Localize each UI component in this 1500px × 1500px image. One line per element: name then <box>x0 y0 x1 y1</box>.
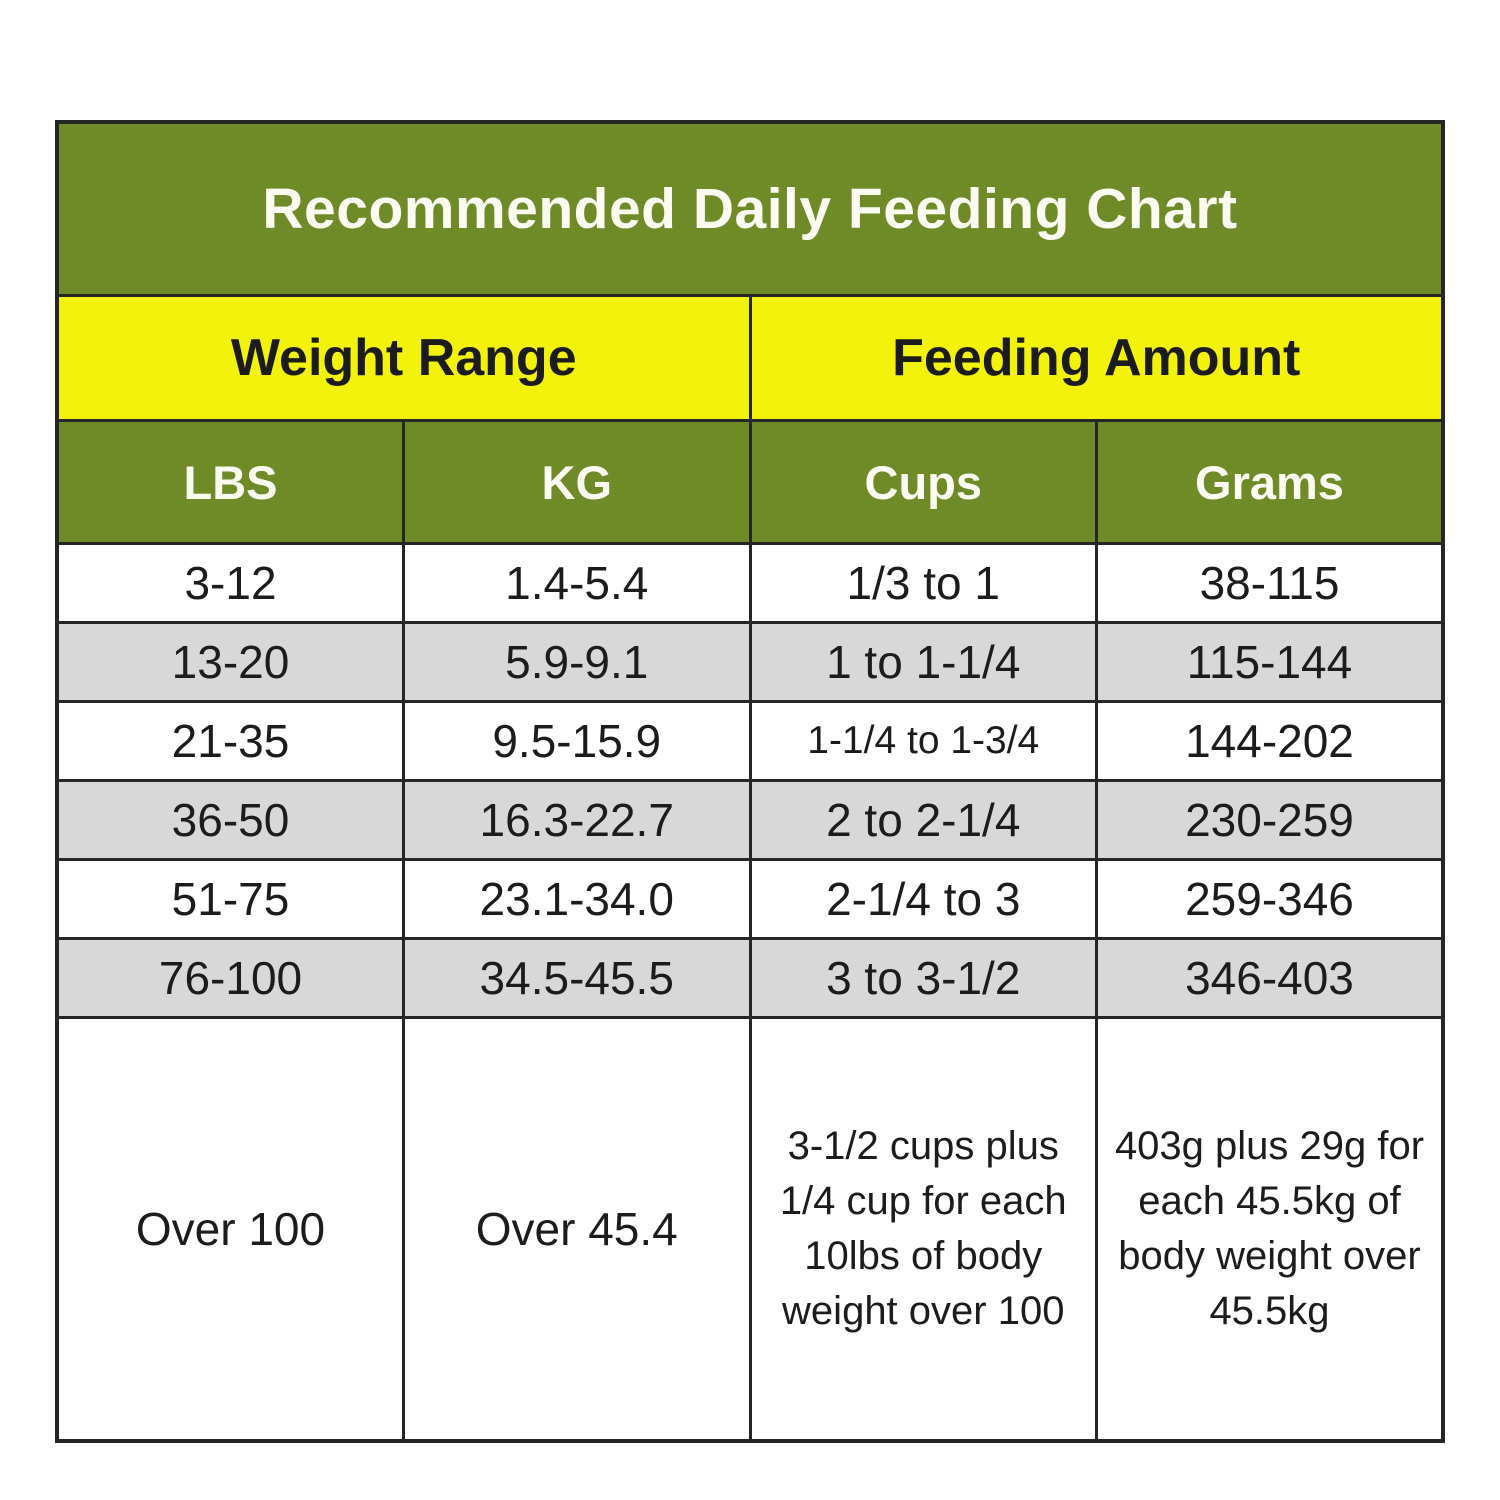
column-header-lbs: LBS <box>55 419 405 545</box>
group-header-feeding-amount: Feeding Amount <box>748 294 1445 422</box>
table-cell-r3c1: 16.3-22.7 <box>402 779 752 861</box>
table-body: 3-12 1.4-5.4 1/3 to 1 38-115 13-20 5.9-9.1 1 t… <box>55 542 1445 1443</box>
table-cell-r1c3: 115-144 <box>1095 621 1445 703</box>
column-header-kg: KG <box>402 419 752 545</box>
table-cell-r2c2: 1-1/4 to 1-3/4 <box>748 700 1098 782</box>
table-cell-r0c2: 1/3 to 1 <box>748 542 1098 624</box>
table-cell-r4c0: 51-75 <box>55 858 405 940</box>
table-row: Over 100 Over 45.4 3-1/2 cups plus 1/4 cup… <box>55 1016 1445 1443</box>
table-cell-r3c2: 2 to 2-1/4 <box>748 779 1098 861</box>
table-cell-r1c2: 1 to 1-1/4 <box>748 621 1098 703</box>
table-row: 13-20 5.9-9.1 1 to 1-1/4 115-144 <box>55 621 1445 703</box>
table-cell-r5c3: 346-403 <box>1095 937 1445 1019</box>
column-header-grams: Grams <box>1095 419 1445 545</box>
table-cell-r1c1: 5.9-9.1 <box>402 621 752 703</box>
table-cell-r5c0: 76-100 <box>55 937 405 1019</box>
table-cell-r6c3: 403g plus 29g for each 45.5kg of body we… <box>1095 1016 1445 1443</box>
table-cell-r0c0: 3-12 <box>55 542 405 624</box>
table-row: 76-100 34.5-45.5 3 to 3-1/2 346-403 <box>55 937 1445 1019</box>
group-header-row: Weight Range Feeding Amount <box>55 294 1445 422</box>
feeding-chart-table: Recommended Daily Feeding Chart Weight R… <box>55 120 1445 1443</box>
title-row: Recommended Daily Feeding Chart <box>55 120 1445 297</box>
page-title: Recommended Daily Feeding Chart <box>55 120 1445 297</box>
table-row: 36-50 16.3-22.7 2 to 2-1/4 230-259 <box>55 779 1445 861</box>
table-cell-r4c2: 2-1/4 to 3 <box>748 858 1098 940</box>
group-header-weight-range: Weight Range <box>55 294 752 422</box>
table-cell-r0c3: 38-115 <box>1095 542 1445 624</box>
table-row: 21-35 9.5-15.9 1-1/4 to 1-3/4 144-202 <box>55 700 1445 782</box>
table-row: 3-12 1.4-5.4 1/3 to 1 38-115 <box>55 542 1445 624</box>
table-cell-r2c0: 21-35 <box>55 700 405 782</box>
table-cell-r6c2: 3-1/2 cups plus 1/4 cup for each 10lbs o… <box>748 1016 1098 1443</box>
table-row: 51-75 23.1-34.0 2-1/4 to 3 259-346 <box>55 858 1445 940</box>
table-cell-r0c1: 1.4-5.4 <box>402 542 752 624</box>
table-cell-r5c1: 34.5-45.5 <box>402 937 752 1019</box>
table-cell-r6c1: Over 45.4 <box>402 1016 752 1443</box>
table-cell-r6c0: Over 100 <box>55 1016 405 1443</box>
table-cell-r3c0: 36-50 <box>55 779 405 861</box>
feeding-chart: Recommended Daily Feeding Chart Weight R… <box>55 120 1445 1443</box>
table-cell-r4c1: 23.1-34.0 <box>402 858 752 940</box>
table-cell-r2c3: 144-202 <box>1095 700 1445 782</box>
table-cell-r5c2: 3 to 3-1/2 <box>748 937 1098 1019</box>
table-cell-r4c3: 259-346 <box>1095 858 1445 940</box>
table-cell-r2c1: 9.5-15.9 <box>402 700 752 782</box>
table-cell-r1c0: 13-20 <box>55 621 405 703</box>
table-cell-r3c3: 230-259 <box>1095 779 1445 861</box>
column-header-cups: Cups <box>748 419 1098 545</box>
column-header-row: LBS KG Cups Grams <box>55 419 1445 545</box>
